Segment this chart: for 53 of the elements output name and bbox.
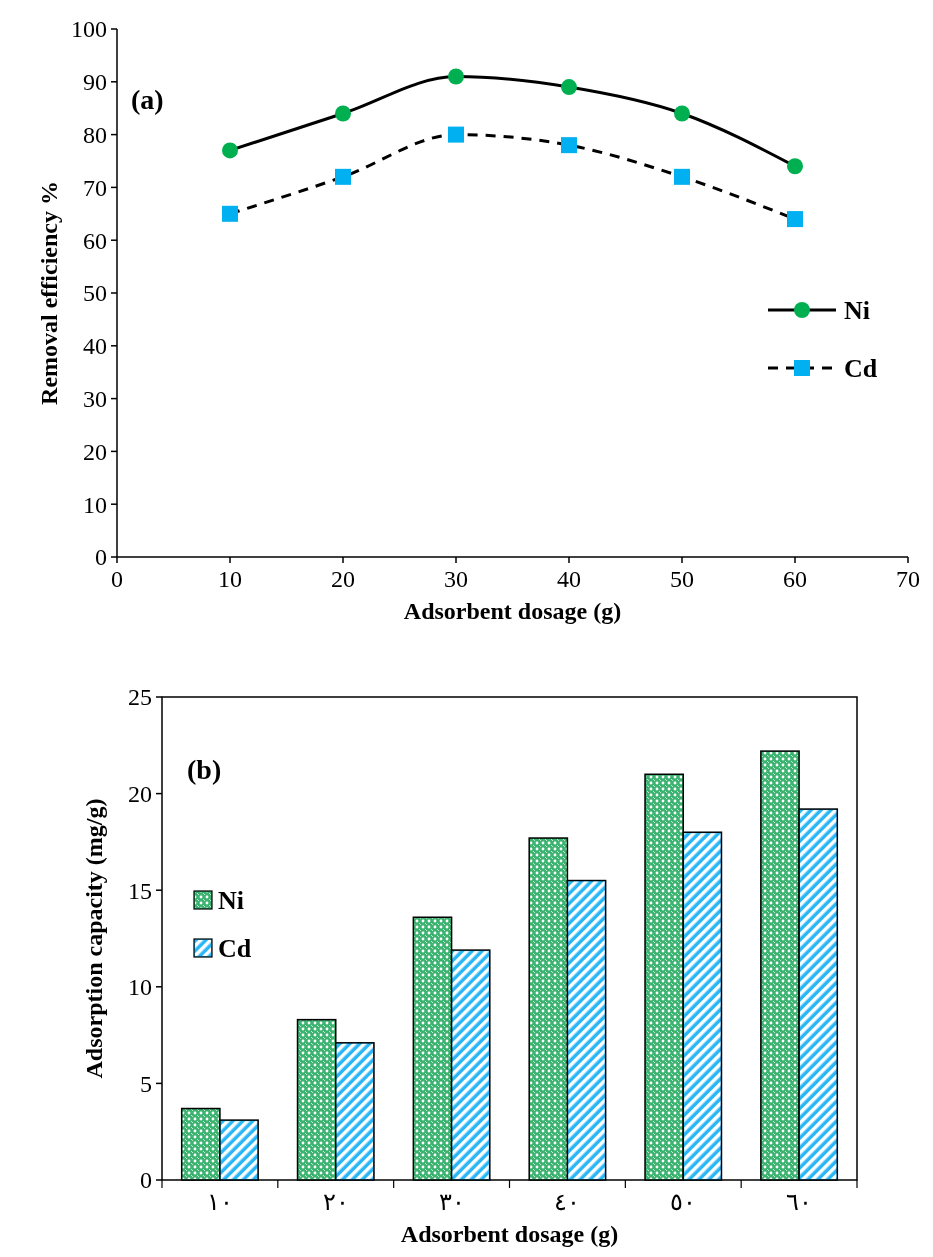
y-tick-label: 50 bbox=[83, 280, 107, 307]
x-tick-label: 50 bbox=[670, 566, 694, 592]
point bbox=[674, 168, 690, 185]
y-tick-label: 20 bbox=[128, 781, 152, 807]
point bbox=[335, 168, 351, 185]
x-tick-label: 20 bbox=[331, 566, 355, 592]
legend-label: Ni bbox=[218, 886, 244, 916]
x-tick-label: ٦٠ bbox=[786, 1189, 813, 1215]
y-tick-label: 15 bbox=[128, 877, 152, 904]
x-tick-label: ٣٠ bbox=[438, 1189, 465, 1215]
y-tick-label: 70 bbox=[83, 174, 107, 201]
legend-label: Cd bbox=[218, 934, 252, 964]
y-tick-label: 10 bbox=[83, 491, 107, 518]
y-axis-title: Removal efficiency % bbox=[36, 181, 62, 405]
x-tick-label: 30 bbox=[444, 566, 468, 592]
y-tick-label: 0 bbox=[140, 1167, 152, 1194]
annotation: (b) bbox=[187, 754, 222, 785]
point bbox=[448, 68, 464, 85]
y-tick-label: 80 bbox=[83, 122, 107, 148]
point bbox=[561, 79, 577, 96]
x-tick-label: ٢٠ bbox=[322, 1189, 349, 1215]
y-tick-label: 100 bbox=[71, 16, 107, 43]
y-tick-label: 30 bbox=[83, 386, 107, 412]
point bbox=[335, 105, 351, 122]
y-tick-label: 40 bbox=[83, 333, 107, 360]
y-tick-label: 60 bbox=[83, 227, 107, 254]
x-tick-label: 40 bbox=[557, 566, 581, 592]
x-tick-label: ١٠ bbox=[206, 1189, 233, 1215]
x-tick-label: 10 bbox=[218, 566, 242, 592]
legend-label: Cd bbox=[844, 354, 878, 384]
x-axis-title: Adsorbent dosage (g) bbox=[403, 598, 622, 624]
point bbox=[448, 126, 464, 143]
point bbox=[222, 205, 238, 222]
y-tick-label: 20 bbox=[83, 438, 107, 465]
annotation: (a) bbox=[131, 84, 164, 115]
point bbox=[787, 158, 803, 175]
x-tick-label: 70 bbox=[896, 566, 920, 592]
y-tick-label: 0 bbox=[95, 544, 107, 571]
x-tick-label: 60 bbox=[783, 566, 807, 592]
x-tick-label: ٤٠ bbox=[554, 1189, 581, 1215]
x-tick-label: ٥٠ bbox=[670, 1189, 697, 1215]
y-axis-title: Adsorption capacity (mg/g) bbox=[81, 798, 107, 1079]
x-axis-title: Adsorbent dosage (g) bbox=[400, 1221, 619, 1247]
y-tick-label: 25 bbox=[128, 684, 152, 711]
y-tick-label: 10 bbox=[128, 974, 152, 1001]
x-tick-label: 0 bbox=[111, 566, 123, 592]
point bbox=[222, 142, 238, 159]
y-tick-label: 5 bbox=[140, 1070, 152, 1097]
point bbox=[674, 105, 690, 122]
y-tick-label: 90 bbox=[83, 69, 107, 96]
legend-label: Ni bbox=[844, 296, 870, 326]
point bbox=[561, 137, 577, 154]
point bbox=[787, 211, 803, 228]
